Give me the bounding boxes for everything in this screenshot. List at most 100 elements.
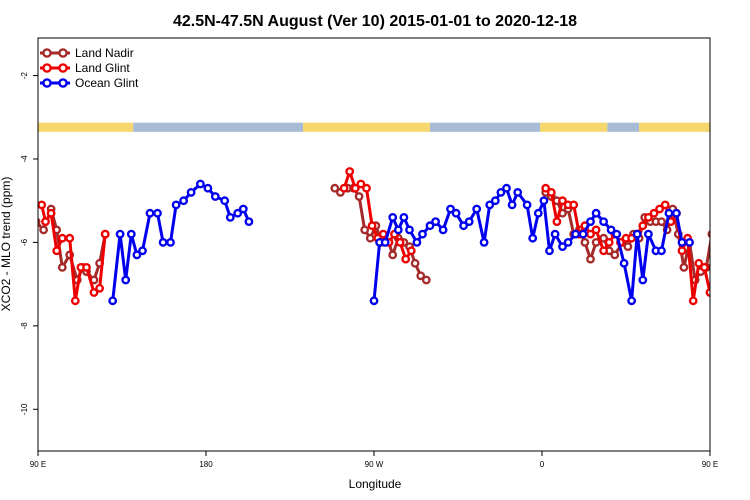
legend-item-land-glint: Land Glint: [40, 61, 130, 75]
data-point-land-nadir: [39, 225, 48, 235]
data-point-ocean-glint: [186, 187, 196, 197]
data-point-ocean-glint: [563, 237, 573, 247]
data-point-land-glint: [52, 246, 62, 256]
data-point-ocean-glint: [485, 200, 495, 210]
data-point-ocean-glint: [220, 196, 230, 206]
data-point-land-glint: [89, 288, 99, 297]
data-point-ocean-glint: [677, 237, 687, 247]
legend-swatch-marker: [42, 78, 52, 88]
band-segment-ocean: [133, 122, 304, 132]
data-point-ocean-glint: [132, 250, 142, 260]
data-point-ocean-glint: [459, 221, 468, 231]
data-point-land-glint: [46, 208, 56, 218]
x-tick-label: 90 E: [702, 460, 718, 469]
data-point-land-glint: [395, 237, 405, 247]
data-point-ocean-glint: [210, 192, 220, 201]
data-point-ocean-glint: [464, 217, 474, 227]
data-point-ocean-glint: [126, 229, 136, 239]
data-point-ocean-glint: [513, 187, 523, 197]
data-point-ocean-glint: [425, 221, 435, 231]
data-point-ocean-glint: [138, 246, 147, 256]
data-point-land-nadir: [365, 233, 375, 243]
land-ocean-band: [38, 122, 710, 132]
legend-swatch-marker: [58, 63, 68, 73]
data-point-land-glint: [627, 233, 636, 243]
data-point-ocean-glint: [638, 275, 648, 285]
data-point-land-nadir: [388, 250, 398, 260]
data-point-land-glint: [694, 258, 704, 268]
data-point-land-glint: [604, 237, 614, 247]
data-point-ocean-glint: [115, 229, 125, 239]
y-tick-label: -10: [20, 403, 29, 415]
legend-label: Ocean Glint: [75, 76, 139, 90]
data-point-land-glint: [677, 246, 687, 256]
legend-label: Land Nadir: [75, 46, 134, 60]
data-point-ocean-glint: [507, 200, 517, 210]
y-tick-label: -2: [20, 71, 29, 79]
data-point-ocean-glint: [490, 196, 500, 206]
data-point-ocean-glint: [502, 183, 511, 193]
data-point-ocean-glint: [644, 229, 653, 239]
data-point-land-glint: [655, 204, 664, 214]
data-point-ocean-glint: [121, 275, 131, 285]
y-tick-label: -8: [20, 322, 29, 330]
data-point-land-glint: [65, 233, 75, 243]
legend-item-ocean-glint: Ocean Glint: [40, 76, 139, 90]
data-point-ocean-glint: [380, 237, 390, 247]
data-point-ocean-glint: [233, 208, 243, 218]
x-axis-label: Longitude: [349, 477, 402, 491]
data-point-ocean-glint: [578, 229, 588, 239]
legend-swatch-marker: [58, 78, 68, 88]
data-point-land-glint: [100, 229, 110, 239]
data-point-land-glint: [345, 167, 355, 176]
data-point-land-glint: [599, 246, 608, 256]
band-segment-land: [38, 122, 134, 132]
data-point-ocean-glint: [496, 187, 506, 197]
data-point-land-nadir: [580, 237, 590, 247]
data-point-ocean-glint: [399, 212, 409, 222]
data-point-ocean-glint: [550, 229, 560, 239]
data-point-ocean-glint: [195, 179, 205, 189]
data-point-land-nadir: [354, 192, 364, 201]
band-segment-land: [639, 122, 710, 132]
data-point-ocean-glint: [238, 204, 248, 214]
data-point-ocean-glint: [158, 237, 168, 247]
data-point-ocean-glint: [166, 237, 175, 247]
x-tick-label: 90 W: [365, 460, 384, 469]
data-point-ocean-glint: [672, 208, 681, 218]
data-point-land-nadir: [586, 254, 595, 264]
data-point-land-glint: [350, 183, 360, 193]
data-point-ocean-glint: [393, 225, 403, 235]
x-axis-ticks: 90 E 180 90 W 0 90 E: [30, 451, 718, 469]
data-point-land-glint: [591, 225, 601, 235]
x-tick-label: 90 E: [30, 460, 46, 469]
data-point-land-glint: [406, 246, 416, 256]
data-point-ocean-glint: [412, 237, 422, 247]
data-point-ocean-glint: [405, 225, 414, 235]
y-axis-label: XCO2 - MLO trend (ppm): [0, 177, 13, 312]
data-point-ocean-glint: [664, 208, 674, 218]
data-point-ocean-glint: [528, 233, 538, 243]
data-point-ocean-glint: [571, 229, 580, 239]
data-point-ocean-glint: [533, 208, 543, 218]
data-point-land-glint: [660, 200, 670, 210]
band-segment-ocean: [607, 122, 640, 132]
series-ocean-glint: [108, 179, 694, 306]
data-point-land-glint: [541, 183, 551, 193]
data-point-land-glint: [638, 221, 648, 231]
data-point-ocean-glint: [451, 208, 461, 218]
data-point-land-glint: [569, 200, 579, 210]
data-point-land-glint: [649, 208, 659, 218]
data-point-ocean-glint: [522, 200, 532, 210]
data-point-land-glint: [362, 183, 371, 193]
data-point-land-nadir: [679, 262, 689, 272]
y-tick-label: -6: [20, 238, 29, 246]
data-point-ocean-glint: [539, 196, 549, 206]
data-point-land-glint: [95, 283, 105, 293]
series-layer: [38, 167, 710, 306]
data-point-land-glint: [546, 187, 556, 197]
x-tick-label: 0: [540, 460, 545, 469]
